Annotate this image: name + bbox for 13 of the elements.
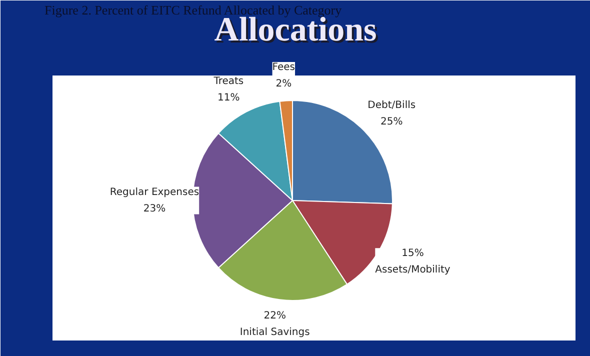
data-label: 2%	[276, 78, 292, 90]
slice-label: Fees	[272, 62, 296, 74]
slice-label: Regular Expenses	[110, 186, 200, 198]
slice-label: Debt/Bills	[368, 100, 416, 111]
data-label: 23%	[143, 203, 166, 214]
slice-label: Treats	[212, 76, 244, 87]
slice-label: Initial Savings	[240, 327, 310, 338]
data-label: 15%	[402, 248, 424, 260]
data-label: 11%	[218, 92, 240, 104]
chart-subtitle: Figure 2. Percent of EITC Refund Allocated by Category	[44, 2, 342, 18]
data-label: 25%	[380, 116, 403, 128]
data-label: 22%	[264, 310, 286, 322]
slice-label: Assets/Mobility	[375, 264, 450, 276]
